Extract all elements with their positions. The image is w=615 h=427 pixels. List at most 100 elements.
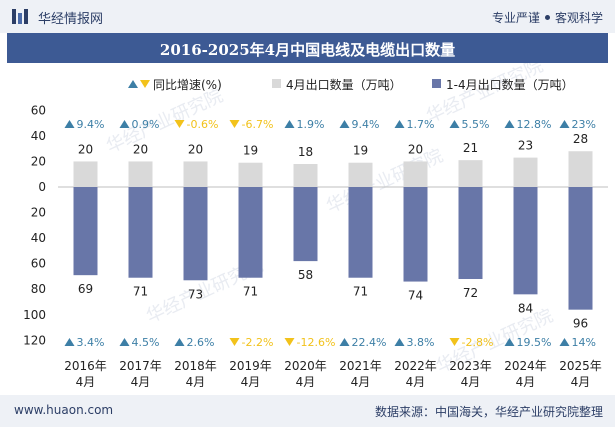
cumulative-bar [73,187,98,276]
month-growth-label: 1.9% [297,118,325,131]
cumulative-value-label: 84 [518,301,533,315]
growth-up-icon [339,120,350,128]
x-tick-label-month: 4月 [296,375,316,389]
cumulative-bar [513,187,538,295]
x-tick-label-month: 4月 [516,375,536,389]
legend-month-swatch [272,79,281,88]
growth-up-icon [284,120,295,128]
x-tick-label-year: 2019年 [229,359,272,373]
cumulative-value-label: 71 [133,285,148,299]
cumulative-value-label: 73 [188,287,203,301]
growth-up-icon [119,120,130,128]
x-tick-label-year: 2020年 [284,359,327,373]
legend-cumulative-swatch [432,79,441,88]
month-value-label: 20 [408,142,423,156]
cumulative-growth-label: -2.2% [242,336,274,349]
growth-up-icon [449,120,460,128]
month-bar [348,162,373,187]
cumulative-bar [128,187,153,278]
cumulative-value-label: 71 [353,285,368,299]
y-tick-label: 60 [31,103,46,117]
y-tick-label: 60 [31,257,46,271]
month-bar [293,163,318,187]
cumulative-growth-label: 19.5% [517,336,552,349]
cumulative-growth-label: 2.6% [187,336,215,349]
cumulative-bar [183,187,208,281]
cumulative-growth-label: 3.4% [77,336,105,349]
month-bar [238,162,263,187]
growth-up-icon [64,338,75,346]
month-bar [458,160,483,187]
cumulative-growth-label: -12.6% [297,336,336,349]
growth-up-icon [504,338,515,346]
cumulative-value-label: 72 [463,286,478,300]
cumulative-growth-label: 3.8% [407,336,435,349]
cumulative-bar [403,187,428,282]
x-tick-label-month: 4月 [76,375,96,389]
growth-up-icon [504,120,515,128]
cumulative-bar [458,187,483,280]
cumulative-growth-label: -2.8% [462,336,494,349]
watermark-text: 华经产业研究院 [323,145,446,217]
y-tick-label: 100 [23,308,46,322]
x-tick-label-month: 4月 [186,375,206,389]
y-tick-label: 80 [31,282,46,296]
cumulative-bar [348,187,373,278]
legend-down-triangle-icon [140,80,150,88]
month-growth-label: 0.9% [132,118,160,131]
month-value-label: 21 [463,141,478,155]
cumulative-growth-label: 22.4% [352,336,387,349]
month-value-label: 20 [188,142,203,156]
title-bar: 2016-2025年4月中国电线及电缆出口数量 [7,33,608,63]
month-value-label: 18 [298,145,313,159]
month-bar [403,161,428,187]
month-value-label: 20 [133,142,148,156]
brand-name: 华经情报网 [38,12,104,27]
growth-down-icon [284,338,295,346]
x-tick-label-year: 2018年 [174,359,217,373]
month-growth-label: -0.6% [187,118,219,131]
website-link[interactable]: www.huaon.com [14,403,114,417]
x-tick-label-year: 2023年 [449,359,492,373]
month-value-label: 20 [78,142,93,156]
growth-down-icon [229,338,240,346]
y-tick-label: 20 [31,154,46,168]
month-value-label: 28 [573,132,588,146]
top-bar: 华经情报网 专业严谨 客观科学 [0,0,615,33]
month-growth-label: 23% [572,118,596,131]
x-tick-label-month: 4月 [351,375,371,389]
logo-icon [12,9,28,24]
month-value-label: 19 [353,144,368,158]
month-bar [128,161,153,187]
growth-up-icon [174,338,185,346]
month-growth-label: -6.7% [242,118,274,131]
x-tick-label-year: 2025年 [559,359,602,373]
x-tick-label-year: 2021年 [339,359,382,373]
growth-up-icon [119,338,130,346]
x-tick-label-month: 4月 [406,375,426,389]
growth-up-icon [559,338,570,346]
cumulative-bar [568,187,593,310]
cumulative-bar [238,187,263,278]
legend-up-triangle-icon [128,80,138,88]
cumulative-value-label: 69 [78,282,93,296]
x-tick-label-year: 2022年 [394,359,437,373]
y-tick-label: 120 [23,333,46,347]
legend-growth-label: 同比增速(%) [153,78,222,92]
growth-up-icon [394,120,405,128]
chart-area: 华经产业研究院 华经产业研究院 华经产业研究院 华经产业研究院 华经产业研究院 60 40 2… [0,55,615,393]
x-tick-label-month: 4月 [241,375,261,389]
cumulative-bar [293,187,318,262]
cumulative-value-label: 74 [408,289,423,303]
legend-cumulative-label: 1-4月出口数量（万吨） [446,77,574,92]
cumulative-growth-label: 4.5% [132,336,160,349]
cumulative-value-label: 96 [573,317,588,331]
tagline: 专业严谨 客观科学 [492,9,603,26]
month-bar [183,161,208,187]
growth-up-icon [559,120,570,128]
cumulative-value-label: 71 [243,285,258,299]
x-tick-label-year: 2016年 [64,359,107,373]
month-growth-label: 12.8% [517,118,552,131]
legend-month-label: 4月出口数量（万吨） [286,77,402,92]
month-growth-label: 1.7% [407,118,435,131]
